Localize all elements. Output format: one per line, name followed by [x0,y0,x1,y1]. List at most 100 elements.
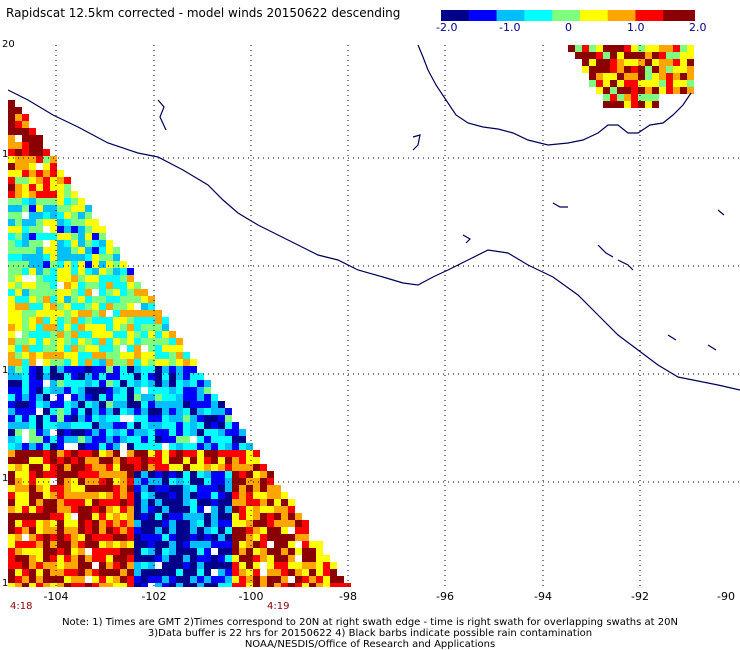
wind-cell [78,492,85,499]
wind-cell [323,562,330,569]
wind-cell [8,128,15,135]
wind-cell [57,254,64,261]
wind-cell [127,275,134,282]
wind-cell [78,219,85,226]
wind-cell [106,541,113,548]
lon-label-90: -90 [717,590,735,603]
wind-cell [57,240,64,247]
colorbar-segment [635,10,641,21]
wind-cell [687,52,694,59]
wind-cell [239,492,246,499]
wind-cell [162,569,169,576]
wind-cell [190,408,197,415]
wind-cell [29,408,36,415]
wind-cell [232,492,239,499]
wind-cell [680,59,687,66]
wind-cell [169,485,176,492]
wind-cell [134,576,141,583]
wind-cell [8,415,15,422]
wind-cell [99,485,106,492]
wind-cell [169,548,176,555]
wind-cell [211,534,218,541]
wind-cell [43,506,50,513]
wind-cell [8,156,15,163]
wind-cell [197,429,204,436]
wind-cell [232,555,239,562]
wind-cell [141,555,148,562]
wind-cell [197,394,204,401]
wind-cell [120,366,127,373]
wind-cell [85,520,92,527]
wind-cell [99,303,106,310]
wind-cell [288,583,295,587]
wind-cell [295,527,302,534]
wind-cell [36,478,43,485]
wind-cell [141,331,148,338]
wind-cell [15,506,22,513]
wind-cell [162,317,169,324]
wind-cell [106,282,113,289]
wind-cell [113,457,120,464]
wind-cell [134,366,141,373]
wind-cell [197,464,204,471]
wind-cell [218,562,225,569]
wind-cell [85,422,92,429]
wind-cell [162,366,169,373]
wind-cell [211,583,218,587]
wind-cell [43,527,50,534]
wind-cell [127,310,134,317]
wind-cell [78,261,85,268]
wind-cell [78,541,85,548]
wind-cell [85,275,92,282]
wind-cell [92,345,99,352]
wind-cell [15,107,22,114]
wind-cell [162,415,169,422]
wind-cell [176,380,183,387]
wind-cell [36,324,43,331]
wind-cell [29,562,36,569]
wind-cell [148,345,155,352]
wind-cell [239,583,246,587]
wind-cell [162,506,169,513]
swath-time-right: 4:19 [267,601,290,612]
wind-cell [274,548,281,555]
wind-cell [29,471,36,478]
wind-cell [197,569,204,576]
wind-cell [78,296,85,303]
wind-cell [190,450,197,457]
wind-cell [141,303,148,310]
wind-cell [274,527,281,534]
wind-cell [127,282,134,289]
wind-cell [260,548,267,555]
wind-cell [15,254,22,261]
wind-cell [50,443,57,450]
wind-cell [127,408,134,415]
wind-cell [106,429,113,436]
wind-cell [64,527,71,534]
wind-cell [78,289,85,296]
wind-cell [85,310,92,317]
wind-cell [176,387,183,394]
wind-cell [610,94,617,101]
wind-cell [71,380,78,387]
wind-cell [162,485,169,492]
wind-cell [36,366,43,373]
wind-cell [85,534,92,541]
wind-cell [148,401,155,408]
wind-cell [148,492,155,499]
wind-cell [120,289,127,296]
wind-cell [99,338,106,345]
wind-cell [78,373,85,380]
wind-cell [8,170,15,177]
wind-cell [22,205,29,212]
wind-cell [120,317,127,324]
wind-cell [232,541,239,548]
wind-cell [260,499,267,506]
wind-cell [624,94,631,101]
wind-cell [120,471,127,478]
wind-cell [29,289,36,296]
wind-cell [15,261,22,268]
wind-cell [190,387,197,394]
wind-cell [281,513,288,520]
wind-cell [8,394,15,401]
